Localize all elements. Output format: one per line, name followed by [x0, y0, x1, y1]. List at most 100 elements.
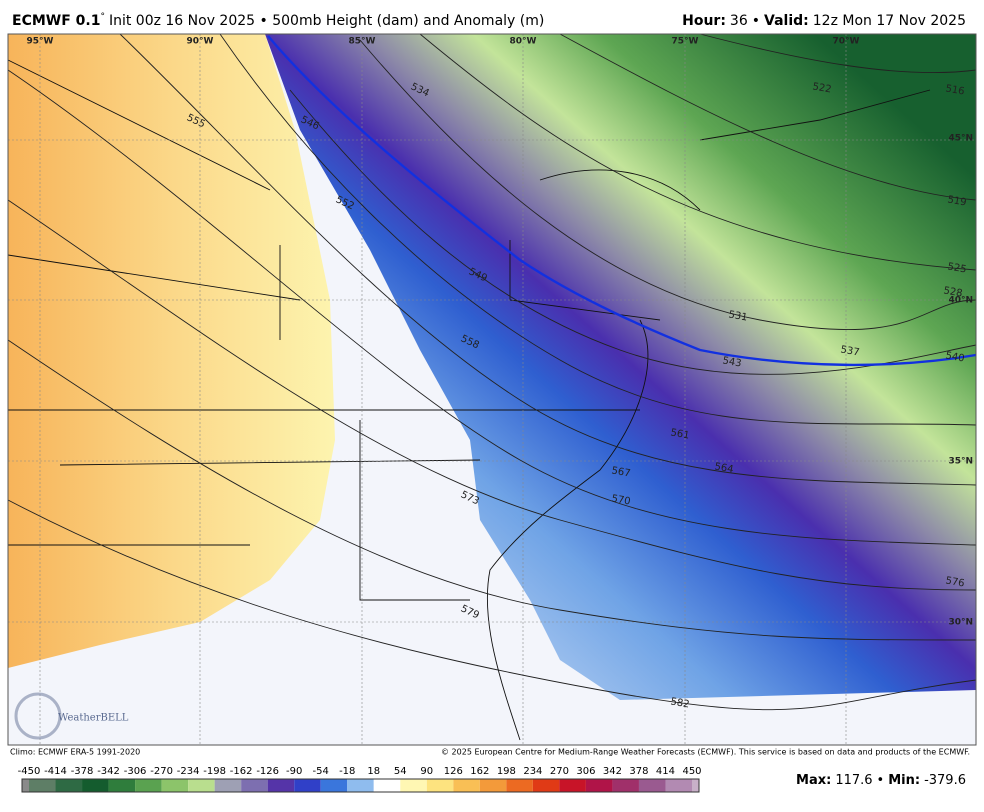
latitude-label: 45°N [948, 134, 973, 144]
colorbar-label: -54 [313, 766, 329, 777]
contour-label: 516 [945, 83, 966, 97]
contour-label: 543 [722, 355, 743, 369]
colorbar-swatch [506, 779, 533, 792]
colorbar-swatch [82, 779, 109, 792]
colorbar-swatch [320, 779, 348, 792]
contour-label: 582 [670, 696, 691, 710]
colorbar-label: -90 [286, 766, 302, 777]
colorbar-label: -450 [18, 766, 41, 777]
colorbar-label: 378 [629, 766, 648, 777]
separator: • [752, 13, 760, 29]
cold-anomaly [265, 34, 976, 700]
colorbar-swatch [161, 779, 189, 792]
colorbar-swatch [108, 779, 136, 792]
warm-anomaly [8, 34, 335, 668]
colorbar-label: 342 [603, 766, 622, 777]
colorbar-label: 54 [394, 766, 407, 777]
contour-label: 525 [947, 261, 968, 275]
colorbar-label: 162 [470, 766, 489, 777]
colorbar-label: -306 [124, 766, 147, 777]
colorbar-label: 198 [497, 766, 516, 777]
max-label: Max: [796, 773, 831, 788]
contour-label: 540 [945, 350, 966, 364]
contour-label: 576 [945, 575, 966, 589]
colorbar-label: -342 [97, 766, 120, 777]
contour-label: 567 [611, 465, 632, 479]
longitude-label: 70°W [833, 37, 860, 47]
colorbar-swatch [426, 779, 454, 792]
colorbar-label: 90 [420, 766, 433, 777]
colorbar-swatch [294, 779, 321, 792]
contour-label: 531 [728, 309, 749, 323]
contour-label: 519 [947, 194, 968, 208]
colorbar-swatch [214, 779, 242, 792]
min-label: Min: [888, 773, 920, 788]
max-value: 117.6 [835, 773, 872, 788]
description: Init 00z 16 Nov 2025 • 500mb Height (dam… [109, 13, 544, 29]
colorbar-swatch [479, 779, 507, 792]
colorbar-label: -414 [44, 766, 67, 777]
degree: ° [100, 12, 105, 22]
colorbar-label: -126 [256, 766, 279, 777]
colorbar-swatch [692, 779, 699, 792]
contours [7, 33, 977, 711]
stats: Max: 117.6 • Min: -379.6 [796, 773, 966, 788]
latitude-label: 40°N [948, 296, 973, 306]
colorbar-label: -234 [177, 766, 200, 777]
colorbar-swatch [188, 779, 215, 792]
separator: • [877, 773, 885, 788]
colorbar-swatch [453, 779, 480, 792]
hour-value: 36 [730, 13, 748, 29]
colorbar-swatch [22, 779, 29, 792]
colorbar-label: 270 [550, 766, 569, 777]
header-right: Hour: 36 • Valid: 12z Mon 17 Nov 2025 [682, 13, 966, 29]
colorbar-swatch [241, 779, 268, 792]
min-value: -379.6 [924, 773, 966, 788]
contour-label: 564 [714, 461, 735, 475]
contour-label: 561 [670, 427, 691, 441]
colorbar-swatch [585, 779, 613, 792]
colorbar-label: -198 [203, 766, 226, 777]
colorbar-swatch [55, 779, 83, 792]
colorbar-swatch [267, 779, 295, 792]
climo-note: Climo: ECMWF ERA-5 1991-2020 [10, 748, 140, 757]
valid-label: Valid: [764, 13, 809, 29]
colorbar-swatch [665, 779, 692, 792]
colorbar-swatch [400, 779, 427, 792]
colorbar-frame [21, 778, 700, 793]
longitude-label: 90°W [187, 37, 214, 47]
graticule [8, 34, 976, 745]
logo-text: WeatherBELL [58, 713, 129, 724]
colorbar-label: 126 [444, 766, 463, 777]
colorbar-label: 306 [576, 766, 595, 777]
colorbar-label: 234 [523, 766, 542, 777]
colorbar-swatch [612, 779, 639, 792]
header: ECMWF 0.1° Init 00z 16 Nov 2025 • 500mb H… [12, 12, 966, 30]
colorbar-label: -162 [230, 766, 253, 777]
latitude-labels: 45°N 40°N 35°N 30°N [948, 134, 973, 628]
contour-540 [267, 35, 977, 367]
colorbar-swatch [29, 779, 56, 792]
colorbar-label: 414 [656, 766, 675, 777]
model: ECMWF 0.1 [12, 13, 100, 29]
colorbar-label: 450 [682, 766, 701, 777]
colorbar-swatch [638, 779, 666, 792]
colorbar-label: -378 [71, 766, 94, 777]
longitude-label: 85°W [349, 37, 376, 47]
colorbar: -450 -414 -378 -342 -306 -270 -234 -198 -162 -126… [18, 766, 702, 793]
contour-label: 522 [812, 81, 833, 95]
contour-label: 528 [943, 285, 964, 299]
longitude-label: 95°W [27, 37, 54, 47]
colorbar-swatch [532, 779, 560, 792]
colorbar-swatch [347, 779, 374, 792]
colorbar-swatch [559, 779, 586, 792]
contour-label: 537 [840, 344, 861, 358]
colorbar-label: -18 [339, 766, 355, 777]
hour-label: Hour: [682, 13, 726, 29]
longitude-label: 75°W [672, 37, 699, 47]
header-left: ECMWF 0.1° Init 00z 16 Nov 2025 • 500mb H… [12, 12, 544, 30]
longitude-label: 80°W [510, 37, 537, 47]
valid-value: 12z Mon 17 Nov 2025 [813, 13, 966, 29]
